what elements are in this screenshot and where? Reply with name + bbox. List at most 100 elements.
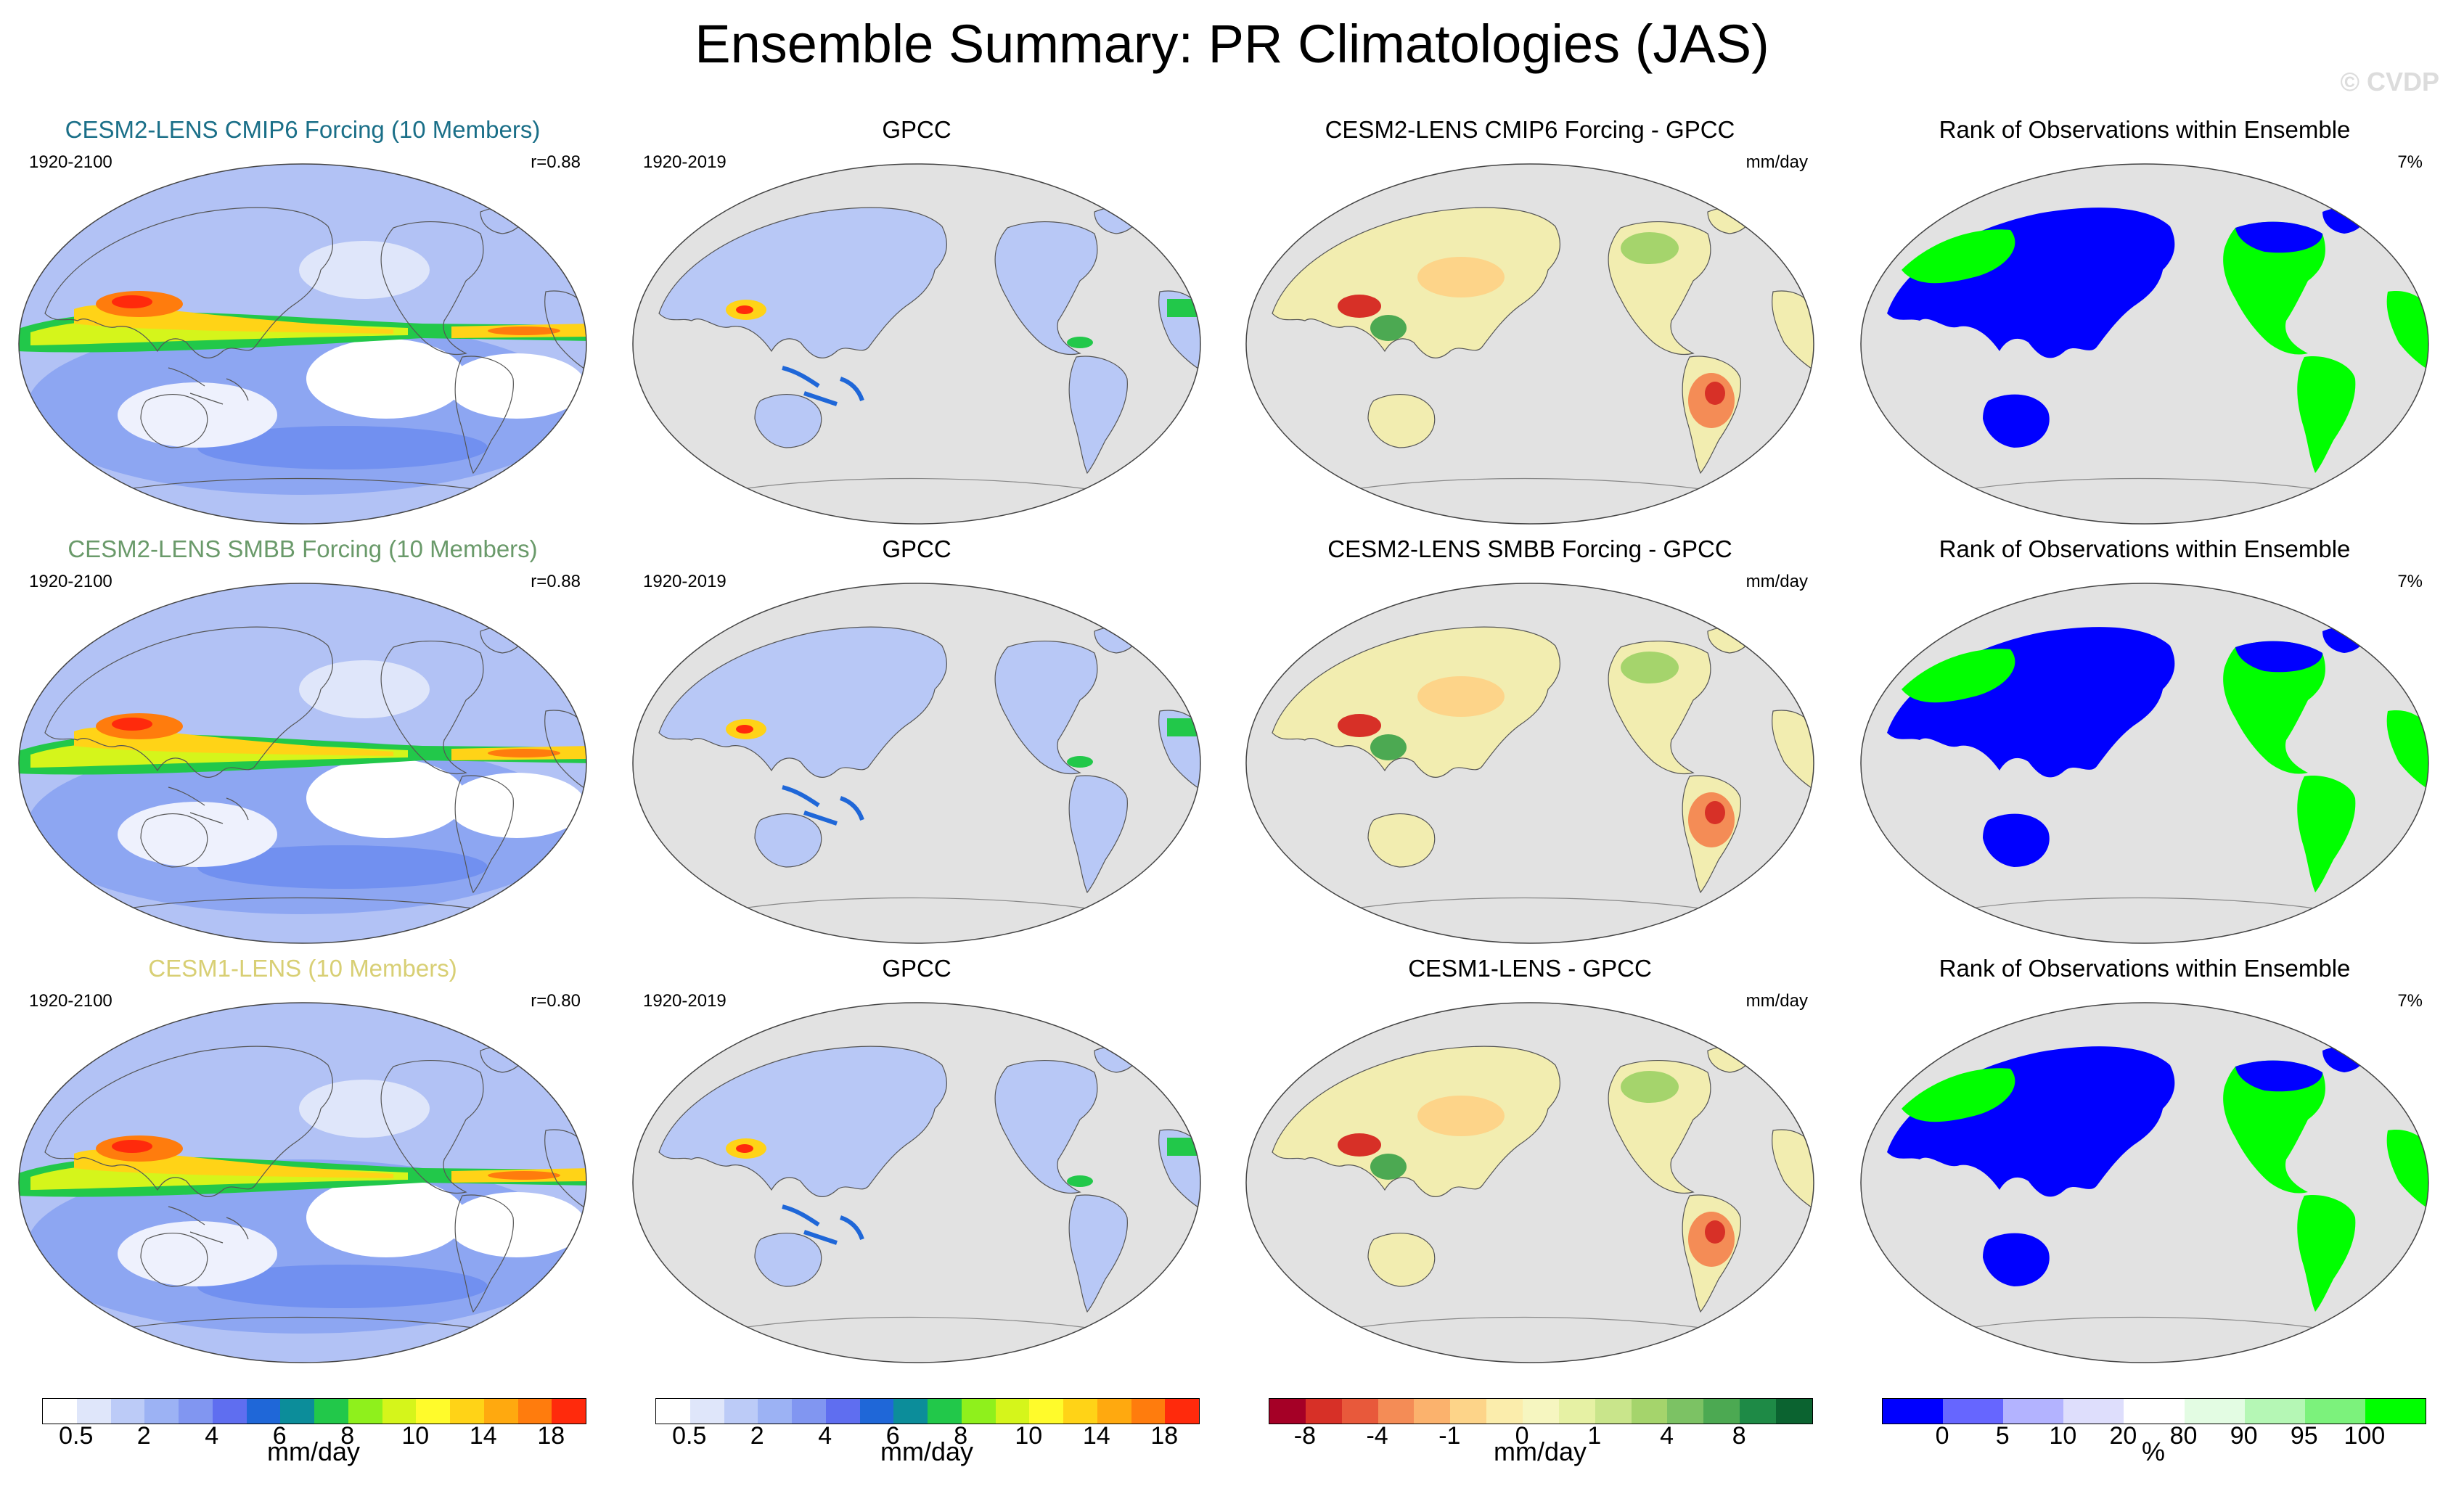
panel-title: CESM2-LENS SMBB Forcing (10 Members) (67, 535, 538, 562)
australia-coastline (140, 393, 208, 448)
diff-map (1245, 163, 1814, 525)
colorbar-box (76, 1399, 111, 1424)
percent-label: 7% (2397, 152, 2423, 172)
asia-coastline (44, 207, 333, 358)
panel-row3-obs: GPCC 1920-2019 (630, 955, 1203, 1371)
panel-row3-diff: CESM1-LENS - GPCC mm/day (1243, 955, 1817, 1371)
colorbar-3 (1269, 1398, 1813, 1424)
asia-coastline (44, 1046, 333, 1197)
colorbar-tick-label: 0.5 (672, 1422, 707, 1450)
panel-title: CESM2-LENS CMIP6 Forcing - GPCC (1325, 116, 1735, 143)
colorbar-box (1486, 1399, 1523, 1424)
colorbar-tick-label: 8 (1732, 1422, 1746, 1450)
namerica-coastline (380, 1059, 484, 1194)
colorbar-box (1558, 1399, 1595, 1424)
colorbar-box (724, 1399, 758, 1424)
asia-coastline (44, 626, 333, 778)
obs-map (632, 1002, 1201, 1363)
colorbar-box (1776, 1399, 1812, 1424)
panel-title: CESM1-LENS (10 Members) (148, 955, 457, 982)
model-map (18, 583, 587, 944)
colorbar-box (1097, 1399, 1131, 1424)
seasia-coastline (168, 367, 249, 405)
obs-map (632, 163, 1201, 525)
years-label: 1920-2019 (643, 152, 726, 172)
colorbar-4 (1882, 1398, 2426, 1424)
units-label: mm/day (1745, 152, 1808, 172)
colorbar-box (1450, 1399, 1487, 1424)
colorbar-box (179, 1399, 213, 1424)
panel-row1-model: CESM2-LENS CMIP6 Forcing (10 Members) 192… (16, 116, 589, 533)
colorbar-box (450, 1399, 484, 1424)
colorbar-box (2244, 1399, 2305, 1424)
colorbar-tick-label: 4 (205, 1422, 219, 1450)
colorbar-box (348, 1399, 382, 1424)
colorbar-box (416, 1399, 450, 1424)
antarctica-coastline (95, 1316, 510, 1334)
colorbar-box (961, 1399, 996, 1424)
colorbar-tick-label: 6 (272, 1422, 287, 1450)
panel-title: Rank of Observations within Ensemble (1939, 116, 2351, 143)
colorbar-box (859, 1399, 894, 1424)
seasia-coastline (168, 1206, 249, 1244)
panel-row3-rank: Rank of Observations within Ensemble 7% (1858, 955, 2431, 1371)
colorbar-box (1378, 1399, 1415, 1424)
colorbar-tick-label: 2 (136, 1422, 151, 1450)
pattern-correlation: r=0.80 (531, 991, 581, 1011)
colorbar-box (1165, 1399, 1199, 1424)
colorbar-box (483, 1399, 518, 1424)
years-label: 1920-2019 (643, 572, 726, 591)
panel-title: GPCC (882, 535, 951, 562)
colorbar-tick-label: 18 (537, 1422, 565, 1450)
units-label: mm/day (1745, 991, 1808, 1011)
africa-coastline (544, 710, 586, 792)
diff-map (1245, 1002, 1814, 1363)
colorbar-box (314, 1399, 348, 1424)
colorbar-box (517, 1399, 552, 1424)
panel-row1-obs: GPCC 1920-2019 (630, 116, 1203, 533)
colorbar-box (2365, 1399, 2426, 1424)
rank-map (1860, 1002, 2429, 1363)
colorbar-units: mm/day (266, 1437, 361, 1466)
panel-row2-rank: Rank of Observations within Ensemble 7% (1858, 535, 2431, 952)
colorbar-box (1943, 1399, 2004, 1424)
colorbar-tick-label: 5 (1995, 1422, 2010, 1450)
colorbar-box (2063, 1399, 2124, 1424)
panel-row1-rank: Rank of Observations within Ensemble 7% (1858, 116, 2431, 533)
colorbar-box (1667, 1399, 1704, 1424)
colorbar-tick-label: 20 (2109, 1422, 2137, 1450)
panel-row2-obs: GPCC 1920-2019 (630, 535, 1203, 952)
panel-row2-diff: CESM2-LENS SMBB Forcing - GPCC mm/day (1243, 535, 1817, 952)
years-label: 1920-2100 (29, 152, 112, 172)
colorbar-box (1063, 1399, 1097, 1424)
panel-title: CESM2-LENS CMIP6 Forcing (10 Members) (65, 116, 541, 143)
colorbar-box (246, 1399, 281, 1424)
colorbar-box (1740, 1399, 1777, 1424)
colorbar-box (552, 1399, 586, 1424)
diff-map (1245, 583, 1814, 944)
rank-map (1860, 163, 2429, 525)
colorbar-box (1269, 1399, 1306, 1424)
model-map (18, 1002, 587, 1363)
colorbar-box (280, 1399, 314, 1424)
model-map (18, 163, 587, 525)
colorbar-tick-label: 0 (1515, 1422, 1529, 1450)
panel-row3-model: CESM1-LENS (10 Members) 1920-2100 r=0.80 (16, 955, 589, 1371)
panel-title: CESM1-LENS - GPCC (1408, 955, 1652, 982)
colorbar-box (43, 1399, 77, 1424)
colorbar-1 (42, 1398, 586, 1424)
colorbar-tick-label: 8 (954, 1422, 968, 1450)
australia-coastline (140, 813, 208, 868)
colorbar-tick-label: 10 (2049, 1422, 2077, 1450)
colorbar-tick-label: 14 (469, 1422, 497, 1450)
colorbar-tick-label: 10 (1015, 1422, 1043, 1450)
panel-title: Rank of Observations within Ensemble (1939, 955, 2351, 982)
africa-coastline (544, 1129, 586, 1211)
seasia-coastline (168, 786, 249, 824)
colorbar-tick-label: 8 (340, 1422, 355, 1450)
years-label: 1920-2100 (29, 572, 112, 591)
colorbar-tick-label: 90 (2230, 1422, 2258, 1450)
colorbar-box (928, 1399, 962, 1424)
namerica-coastline (380, 640, 484, 775)
panel-title: GPCC (882, 116, 951, 143)
